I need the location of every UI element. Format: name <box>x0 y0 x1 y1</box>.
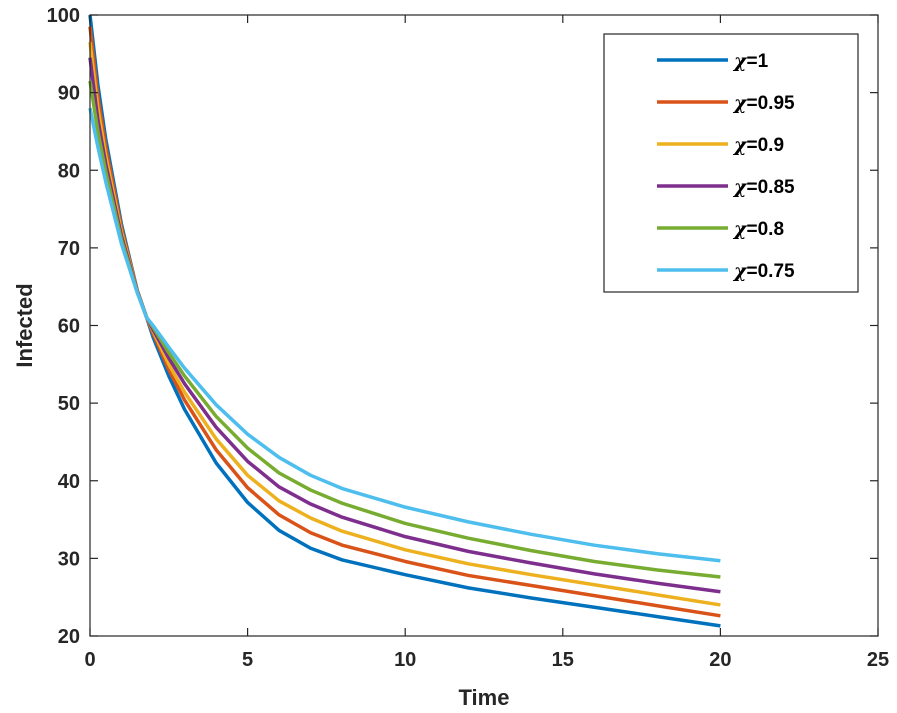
legend-value: =0.9 <box>747 135 785 156</box>
series-line-6 <box>88 107 721 563</box>
legend-value: =0.75 <box>747 261 796 282</box>
legend-symbol: χ <box>732 176 748 198</box>
legend-symbol: χ <box>732 260 748 282</box>
y-tick-label: 100 <box>47 5 80 27</box>
ticks-layer: 0 5 10 15 20 25 20 30 40 50 60 70 80 90 100 <box>47 5 890 671</box>
legend-value: =0.95 <box>747 93 796 114</box>
x-tick-label: 20 <box>709 649 731 671</box>
y-tick-label: 80 <box>58 160 80 182</box>
legend-label: χ=0.8 <box>732 218 784 240</box>
legend-value: =1 <box>747 51 769 72</box>
y-tick-label: 20 <box>58 626 80 648</box>
legend-symbol: χ <box>732 218 748 240</box>
y-tick-label: 90 <box>58 83 80 105</box>
y-axis-label: Infected <box>12 283 37 367</box>
legend-symbol: χ <box>732 134 748 156</box>
legend-label: χ=1 <box>732 50 769 72</box>
legend-label: χ=0.75 <box>732 260 795 282</box>
x-tick-label: 5 <box>242 649 253 671</box>
series-layer <box>88 14 721 628</box>
x-tick-label: 0 <box>84 649 95 671</box>
legend-symbol: χ <box>732 50 748 72</box>
legend-label: χ=0.95 <box>732 92 795 114</box>
legend-value: =0.8 <box>747 219 785 240</box>
legend-value: =0.85 <box>747 177 796 198</box>
legend-label: χ=0.85 <box>732 176 795 198</box>
legend-box <box>603 33 859 293</box>
x-tick-label: 10 <box>394 649 416 671</box>
x-axis-label: Time <box>459 685 510 710</box>
legend: χ=1χ=0.95χ=0.9χ=0.85χ=0.8χ=0.75 <box>603 33 859 293</box>
y-tick-label: 40 <box>58 471 80 493</box>
x-tick-label: 25 <box>867 649 889 671</box>
legend-symbol: χ <box>732 92 748 114</box>
y-tick-label: 50 <box>58 393 80 415</box>
y-tick-label: 70 <box>58 238 80 260</box>
legend-label: χ=0.9 <box>732 134 784 156</box>
y-tick-label: 30 <box>58 548 80 570</box>
x-tick-label: 15 <box>552 649 574 671</box>
y-tick-label: 60 <box>58 316 80 338</box>
